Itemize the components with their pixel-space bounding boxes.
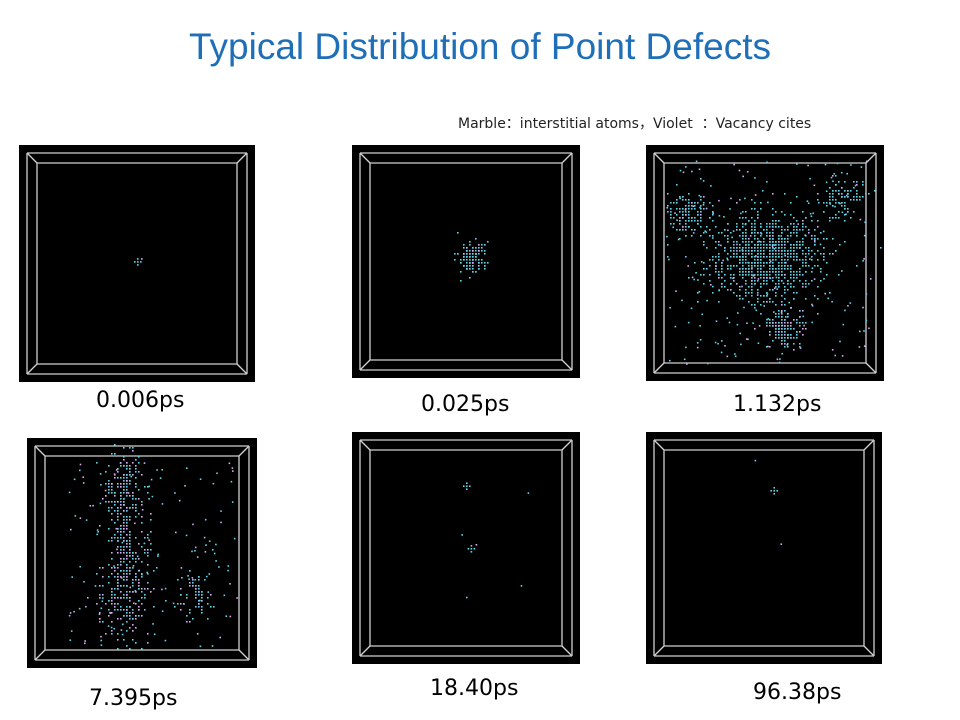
simulation-box-outline — [359, 152, 573, 371]
time-caption-0025ps: 0.025ps — [421, 392, 510, 417]
defect-points — [666, 160, 882, 365]
time-caption-7395ps: 7.395ps — [89, 686, 178, 711]
color-legend: Marble：interstitial atoms，Violet ：Vacanc… — [458, 116, 812, 132]
simulation-panel-0025ps — [352, 145, 580, 378]
defect-points — [754, 459, 783, 545]
time-caption-1840ps: 18.40ps — [430, 676, 519, 701]
slide-title: Typical Distribution of Point Defects — [189, 26, 771, 67]
simulation-panel-9638ps — [646, 432, 882, 664]
simulation-panel-0006ps — [19, 145, 255, 382]
simulation-box-outline — [653, 439, 875, 657]
simulation-box-outline — [359, 439, 573, 657]
time-caption-1132ps: 1.132ps — [733, 392, 822, 417]
defect-points — [134, 258, 143, 266]
simulation-panel-1840ps — [352, 432, 580, 664]
simulation-box-outline — [26, 152, 248, 375]
time-caption-0006ps: 0.006ps — [96, 388, 185, 413]
simulation-box-outline — [34, 445, 250, 661]
simulation-panel-7395ps — [27, 438, 257, 668]
time-caption-9638ps: 96.38ps — [753, 680, 842, 705]
simulation-panel-1132ps — [646, 145, 884, 381]
defect-points — [454, 232, 489, 282]
simulation-box-outline — [653, 152, 877, 374]
defect-points — [68, 444, 238, 650]
defect-points — [461, 482, 530, 599]
